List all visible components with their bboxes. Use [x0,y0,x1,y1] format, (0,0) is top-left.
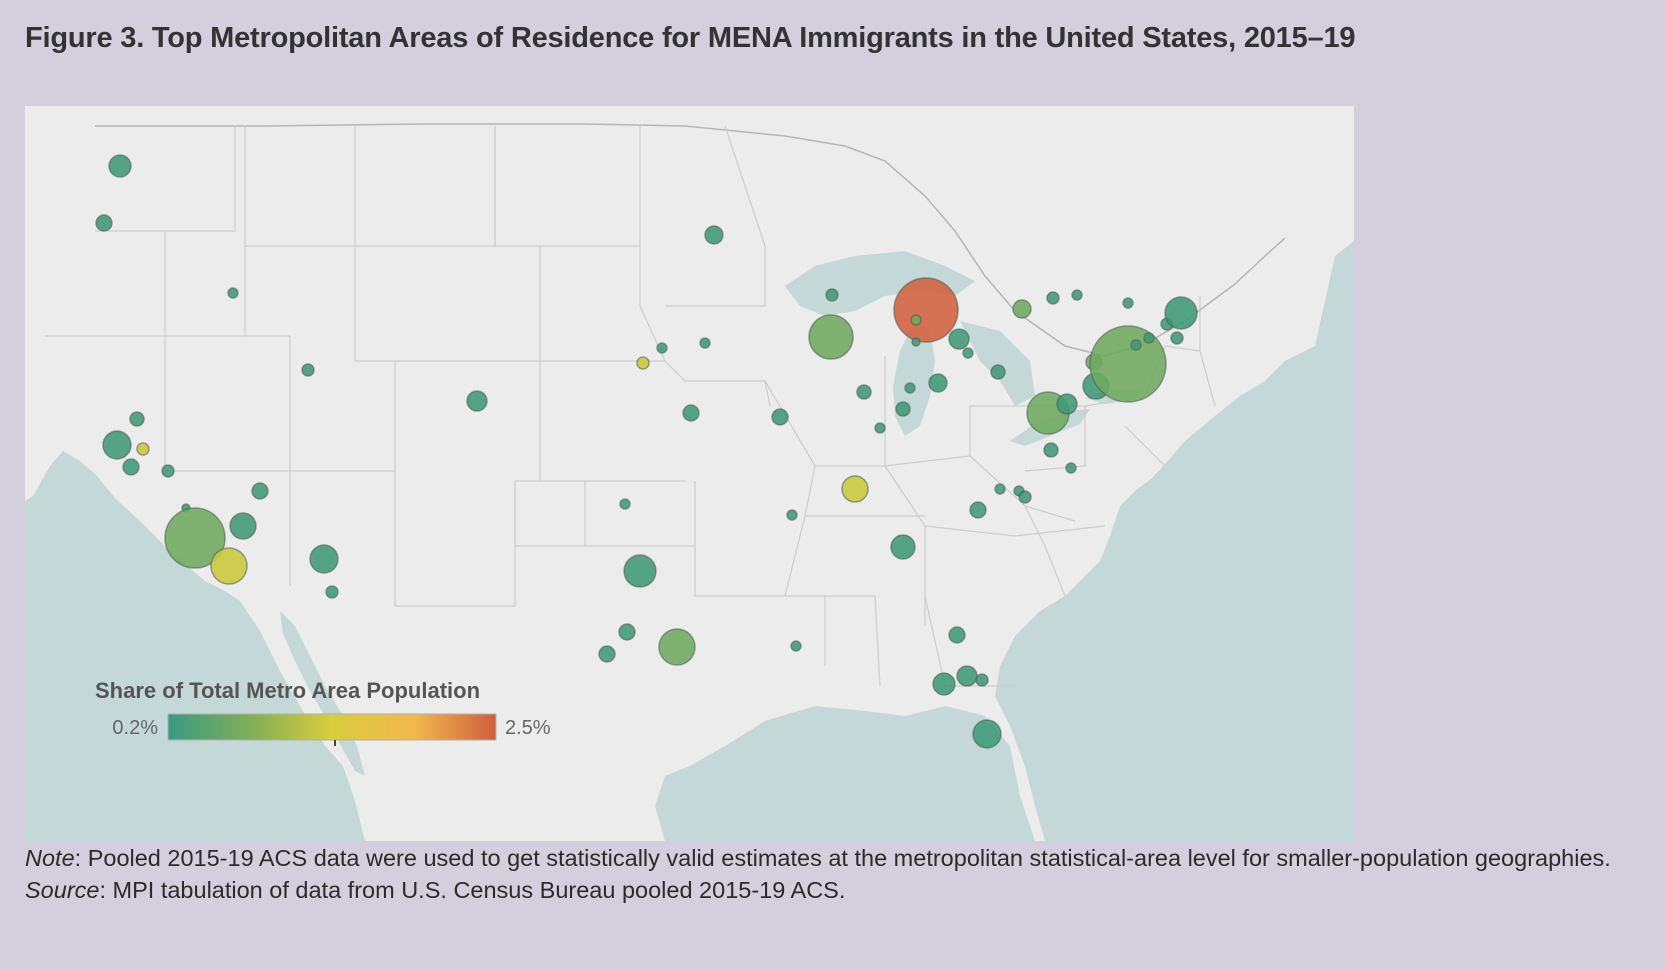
metro-bubble [704,225,724,245]
metro-bubble [893,277,959,343]
metro-bubble [1046,291,1060,305]
metro-bubble [856,384,872,400]
us-map-svg: Share of Total Metro Area Population 0.2… [25,106,1354,841]
source-line: Source: MPI tabulation of data from U.S.… [25,874,1645,906]
note-text: : Pooled 2015-19 ACS data were used to g… [74,845,1611,871]
metro-bubble [928,373,948,393]
metro-bubble [972,719,1002,749]
metro-bubble [911,337,921,347]
note-label: Note [25,845,75,871]
metro-bubble [890,534,916,560]
metro-bubble [210,547,248,585]
legend-title: Share of Total Metro Area Population [95,678,480,703]
metro-bubble [164,507,226,569]
metro-bubble [895,401,911,417]
metro-bubble [682,404,700,422]
metro-bubble [1089,325,1167,403]
metro-bubble [1164,296,1198,330]
metro-bubble [1043,442,1059,458]
metro-bubble [975,673,989,687]
source-text: : MPI tabulation of data from U.S. Censu… [99,877,846,903]
metro-bubble [161,464,175,478]
metro-bubble [910,314,922,326]
metro-bubble [969,501,987,519]
metro-bubble [948,626,966,644]
legend-gradient-bar [167,713,497,741]
metro-bubble [619,498,631,510]
metro-bubble [825,288,839,302]
metro-bubble [790,640,802,652]
metro-bubble [948,328,970,350]
metro-bubble [466,390,488,412]
metro-bubble [1012,299,1032,319]
metro-bubble [325,585,339,599]
legend-max-label: 2.5% [505,717,551,739]
metro-bubble [309,544,339,574]
gulf-of-mexico [655,706,1035,841]
metro-bubble [1130,339,1142,351]
metro-bubble [1071,289,1083,301]
metro-bubble [129,411,145,427]
metro-bubble [771,408,789,426]
metro-bubble [108,154,132,178]
metro-bubble [1170,331,1184,345]
metro-bubble [618,623,636,641]
figure-notes: Note: Pooled 2015-19 ACS data were used … [25,842,1645,906]
metro-bubble [1122,297,1134,309]
metro-bubble [102,430,132,460]
metro-bubble [301,363,315,377]
metro-bubble [990,364,1006,380]
metro-bubble [994,483,1006,495]
metro-bubble [1065,462,1077,474]
metro-bubble [904,382,916,394]
metro-bubble [636,356,650,370]
metro-bubble [808,314,854,360]
metro-bubble [956,665,978,687]
metro-bubble [1056,393,1078,415]
atlantic-ocean [995,241,1354,841]
lake-huron [960,321,1035,406]
metro-bubble [699,337,711,349]
metro-bubble [841,475,869,503]
metro-bubble [1018,490,1032,504]
note-line: Note: Pooled 2015-19 ACS data were used … [25,842,1645,874]
metro-bubble [598,645,616,663]
metro-bubble [786,509,798,521]
figure-title: Figure 3. Top Metropolitan Areas of Resi… [25,22,1356,54]
metro-bubble [122,458,140,476]
pacific-ocean [25,451,365,841]
metro-bubble [229,512,257,540]
metro-bubble [656,342,668,354]
metro-map: Share of Total Metro Area Population 0.2… [25,106,1354,841]
metro-bubbles [95,154,1198,749]
metro-bubble [136,442,150,456]
metro-bubble [95,214,113,232]
metro-bubble [623,554,657,588]
metro-bubble [1143,332,1155,344]
metro-bubble [962,347,974,359]
metro-bubble [227,287,239,299]
legend-min-label: 0.2% [112,717,158,739]
metro-bubble [874,422,886,434]
metro-bubble [658,628,696,666]
metro-bubble [251,482,269,500]
metro-bubble [932,672,956,696]
source-label: Source [25,877,100,903]
color-legend: Share of Total Metro Area Population 0.2… [95,678,551,746]
